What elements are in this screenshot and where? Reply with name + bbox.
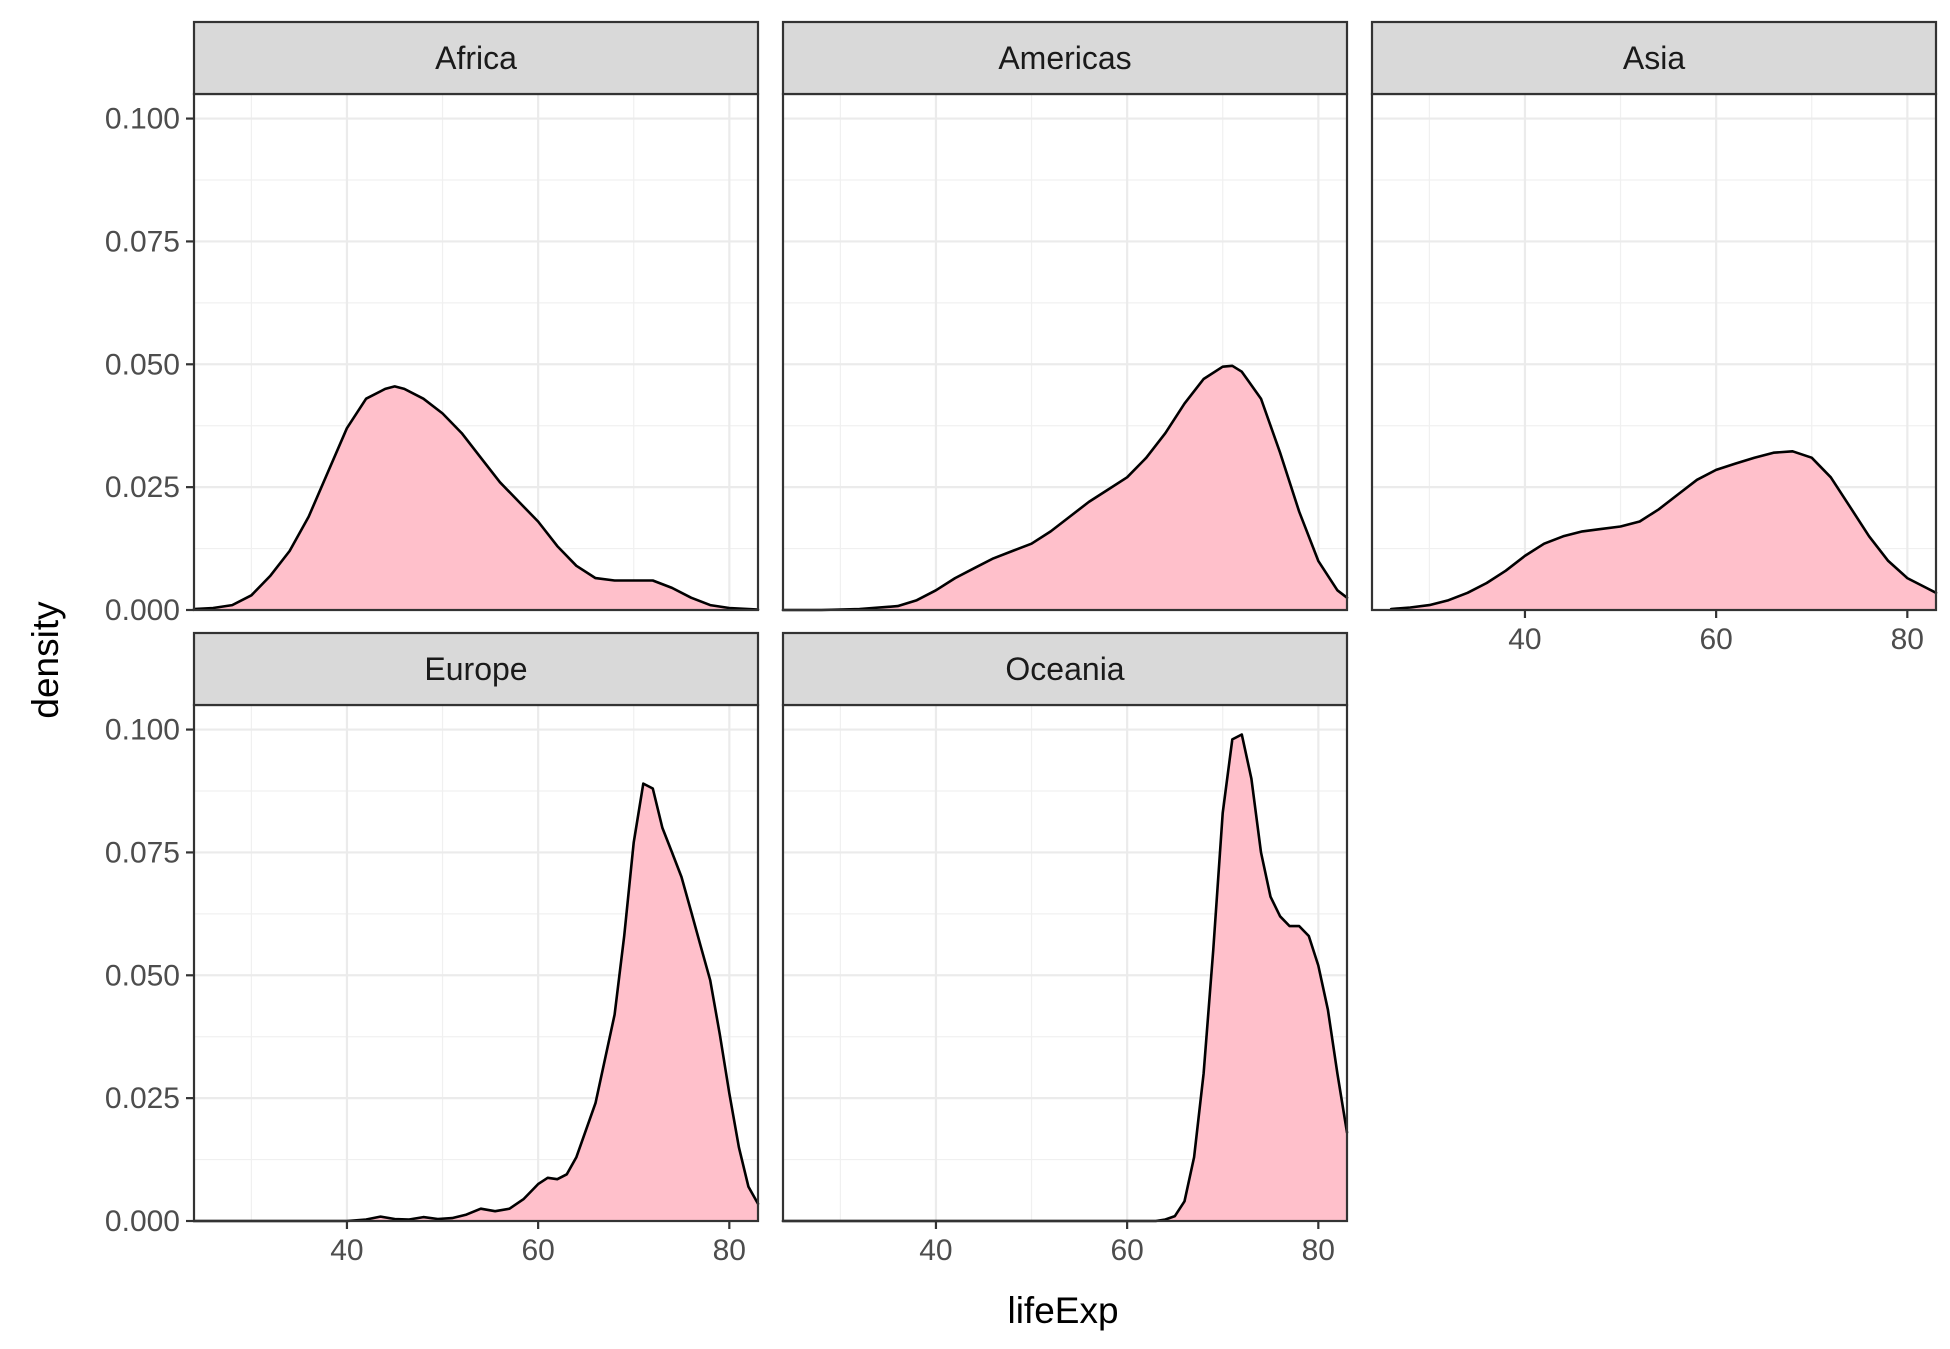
strip-label-europe: Europe <box>424 651 527 687</box>
y-tick-label: 0.050 <box>105 959 180 992</box>
y-tick-label: 0.075 <box>105 836 180 869</box>
density-line <box>781 733 1349 1223</box>
x-tick-label: 80 <box>713 1234 746 1267</box>
strip-background <box>192 20 760 96</box>
x-tick-label: 40 <box>919 1234 952 1267</box>
density-line <box>192 782 760 1223</box>
y-tick-label: 0.100 <box>105 714 180 747</box>
density-line <box>192 385 760 611</box>
density-line <box>781 364 1349 612</box>
panel-europe: Europe 0.000 0.025 0.050 0.075 0.100 40 60 80 <box>105 631 760 1267</box>
density-area <box>1391 451 1936 610</box>
x-tick-label: 60 <box>521 1234 554 1267</box>
panel-asia: Asia 40 60 80 <box>1370 20 1938 656</box>
x-tick-label: 40 <box>1508 623 1541 656</box>
strip-background <box>781 631 1349 707</box>
panel-oceania: Oceania 40 60 80 <box>781 631 1349 1267</box>
x-axis-title: lifeExp <box>1007 1290 1118 1331</box>
x-tick-label: 40 <box>330 1234 363 1267</box>
x-tick-label: 60 <box>1699 623 1732 656</box>
strip-background <box>781 20 1349 96</box>
y-tick-label: 0.025 <box>105 1082 180 1115</box>
panel-americas: Americas <box>781 20 1349 612</box>
x-tick-label: 80 <box>1302 1234 1335 1267</box>
y-tick-label: 0.000 <box>105 594 180 627</box>
x-tick-label: 60 <box>1110 1234 1143 1267</box>
density-line <box>1389 450 1938 611</box>
y-tick-label: 0.050 <box>105 348 180 381</box>
y-tick-label: 0.075 <box>105 225 180 258</box>
strip-label-africa: Africa <box>435 40 517 76</box>
y-tick-label: 0.000 <box>105 1205 180 1238</box>
density-area <box>194 783 758 1221</box>
strip-background <box>192 631 760 707</box>
density-area <box>783 734 1347 1221</box>
y-tick-label: 0.025 <box>105 471 180 504</box>
panel-africa: Africa 0.000 0.025 0.050 0.075 0.100 <box>105 20 760 627</box>
strip-background <box>1370 20 1938 96</box>
panels-layer: Africa 0.000 0.025 0.050 0.075 0.100 Americas A… <box>105 20 1938 1267</box>
strip-label-oceania: Oceania <box>1005 651 1124 687</box>
y-axis-title: density <box>25 601 66 719</box>
strip-label-americas: Americas <box>998 40 1131 76</box>
density-area <box>783 365 1347 610</box>
strip-label-asia: Asia <box>1623 40 1685 76</box>
y-tick-label: 0.100 <box>105 103 180 136</box>
x-tick-label: 80 <box>1891 623 1924 656</box>
density-area <box>194 386 758 610</box>
